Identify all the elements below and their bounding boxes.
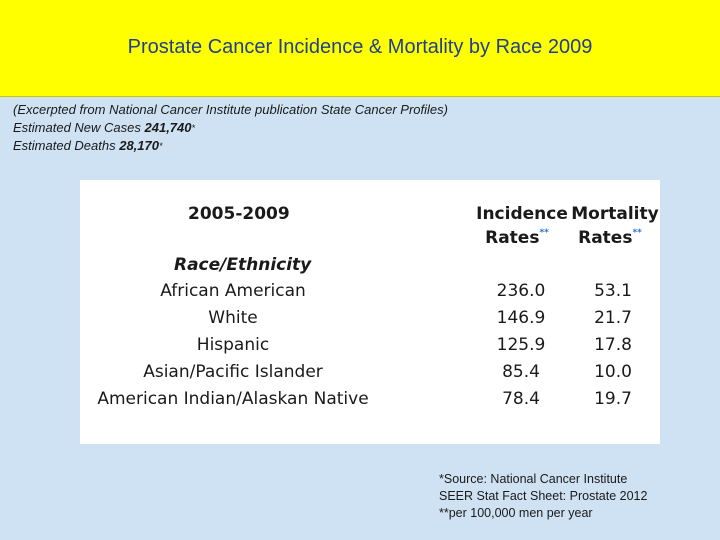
mortality-rates-label: Rates xyxy=(578,228,633,248)
mortality-cell: 53.1 xyxy=(594,281,632,301)
table-row: American Indian/Alaskan Native 78.4 19.7 xyxy=(80,389,660,415)
race-cell: Hispanic xyxy=(196,335,270,355)
mortality-rates-header: Rates** xyxy=(570,228,650,248)
incidence-cell: 85.4 xyxy=(502,362,540,382)
mortality-cell: 17.8 xyxy=(594,335,632,355)
intro-text: (Excerpted from National Cancer Institut… xyxy=(13,101,448,155)
deaths-footnote-mark: * xyxy=(158,141,163,151)
source-line: *Source: National Cancer Institute xyxy=(439,472,628,486)
new-cases-footnote-mark: * xyxy=(191,123,196,133)
title-banner: Prostate Cancer Incidence & Mortality by… xyxy=(0,0,720,97)
race-cell: Asian/Pacific Islander xyxy=(143,362,323,382)
incidence-cell: 125.9 xyxy=(496,335,546,355)
rates-table: 2005-2009 Incidence Mortality Rates** Ra… xyxy=(80,180,660,444)
slide-title: Prostate Cancer Incidence & Mortality by… xyxy=(127,35,593,58)
incidence-cell: 146.9 xyxy=(496,308,546,328)
incidence-rates-mark: ** xyxy=(539,228,549,238)
deaths-value: 28,170 xyxy=(119,138,159,153)
mortality-header: Mortality xyxy=(571,204,659,224)
race-cell: White xyxy=(208,308,258,328)
source-line: **per 100,000 men per year xyxy=(439,506,593,520)
table-row: African American 236.0 53.1 xyxy=(80,281,660,307)
mortality-cell: 21.7 xyxy=(594,308,632,328)
table-row: White 146.9 21.7 xyxy=(80,308,660,334)
table-period: 2005-2009 xyxy=(188,204,290,224)
mortality-cell: 10.0 xyxy=(594,362,632,382)
table-row: Hispanic 125.9 17.8 xyxy=(80,335,660,361)
new-cases-label: Estimated New Cases xyxy=(13,120,145,135)
source-footnote: *Source: National Cancer Institute SEER … xyxy=(439,471,647,522)
estimated-new-cases: Estimated New Cases 241,740* xyxy=(13,119,448,137)
race-ethnicity-header: Race/Ethnicity xyxy=(174,255,312,275)
table-row: Asian/Pacific Islander 85.4 10.0 xyxy=(80,362,660,388)
mortality-rates-mark: ** xyxy=(632,228,642,238)
mortality-cell: 19.7 xyxy=(594,389,632,409)
race-cell: American Indian/Alaskan Native xyxy=(97,389,369,409)
race-cell: African American xyxy=(160,281,306,301)
incidence-rates-header: Rates** xyxy=(472,228,562,248)
incidence-cell: 78.4 xyxy=(502,389,540,409)
intro-excerpt-note: (Excerpted from National Cancer Institut… xyxy=(13,102,448,117)
incidence-cell: 236.0 xyxy=(496,281,546,301)
deaths-label: Estimated Deaths xyxy=(13,138,120,153)
source-line: SEER Stat Fact Sheet: Prostate 2012 xyxy=(439,489,648,503)
new-cases-value: 241,740 xyxy=(144,120,192,135)
estimated-deaths: Estimated Deaths 28,170* xyxy=(13,137,448,155)
incidence-header: Incidence xyxy=(476,204,568,224)
incidence-rates-label: Rates xyxy=(485,228,540,248)
